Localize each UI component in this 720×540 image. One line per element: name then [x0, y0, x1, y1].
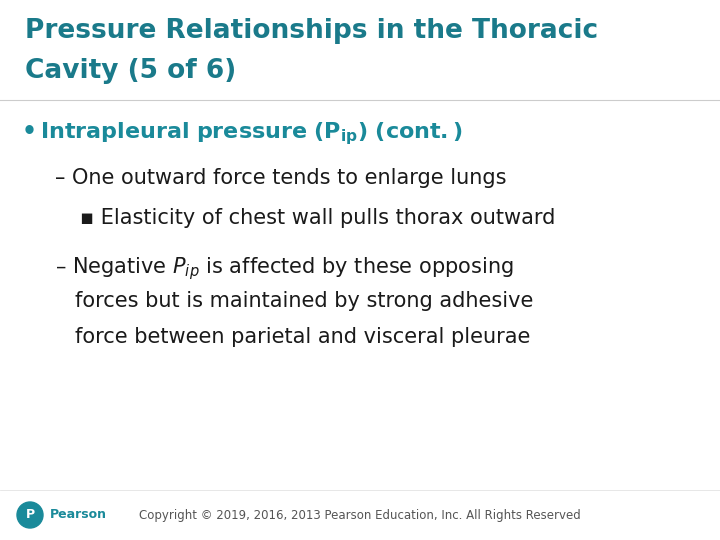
Text: forces but is maintained by strong adhesive: forces but is maintained by strong adhes… [75, 291, 534, 311]
Text: Pearson: Pearson [50, 509, 107, 522]
Text: Cavity (5 of 6): Cavity (5 of 6) [25, 58, 236, 84]
Text: Pressure Relationships in the Thoracic: Pressure Relationships in the Thoracic [25, 18, 598, 44]
Text: $\bf{Intrapleural\ pressure\ (P_{ip})\ (cont.)}$: $\bf{Intrapleural\ pressure\ (P_{ip})\ (… [40, 120, 463, 147]
Text: P: P [25, 509, 35, 522]
Text: •: • [22, 120, 37, 144]
Text: Copyright © 2019, 2016, 2013 Pearson Education, Inc. All Rights Reserved: Copyright © 2019, 2016, 2013 Pearson Edu… [139, 509, 581, 522]
Text: – One outward force tends to enlarge lungs: – One outward force tends to enlarge lun… [55, 168, 506, 188]
Text: – Negative $P_{ip}$ is affected by these opposing: – Negative $P_{ip}$ is affected by these… [55, 255, 514, 282]
Circle shape [17, 502, 43, 528]
Text: force between parietal and visceral pleurae: force between parietal and visceral pleu… [75, 327, 531, 347]
Text: ▪ Elasticity of chest wall pulls thorax outward: ▪ Elasticity of chest wall pulls thorax … [80, 208, 555, 228]
